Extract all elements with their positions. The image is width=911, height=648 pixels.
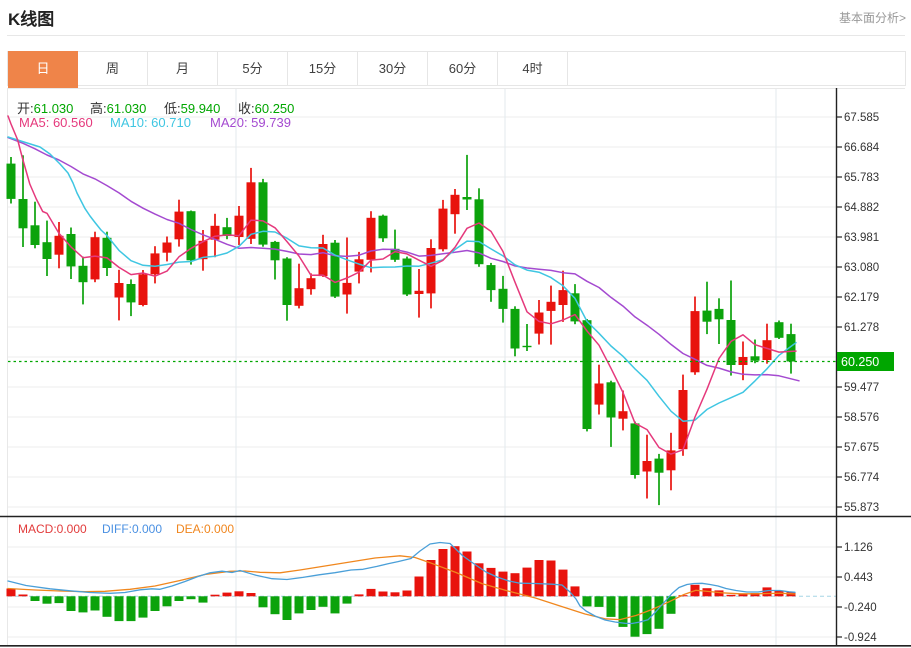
svg-text:61.278: 61.278 <box>844 322 879 334</box>
svg-text:1.126: 1.126 <box>844 542 873 554</box>
svg-text:-0.240: -0.240 <box>844 602 877 614</box>
svg-text:59.477: 59.477 <box>844 382 879 394</box>
svg-text:66.684: 66.684 <box>844 142 880 154</box>
svg-text:58.576: 58.576 <box>844 412 879 424</box>
svg-text:0.443: 0.443 <box>844 572 873 584</box>
svg-text:55.873: 55.873 <box>844 502 879 514</box>
svg-text:62.179: 62.179 <box>844 292 879 304</box>
svg-text:56.774: 56.774 <box>844 472 880 484</box>
svg-text:60.250: 60.250 <box>841 355 879 369</box>
svg-text:65.783: 65.783 <box>844 172 879 184</box>
svg-text:57.675: 57.675 <box>844 442 879 454</box>
svg-text:63.981: 63.981 <box>844 232 879 244</box>
svg-text:67.585: 67.585 <box>844 112 879 124</box>
svg-text:63.080: 63.080 <box>844 262 879 274</box>
svg-text:-0.924: -0.924 <box>844 632 877 644</box>
svg-text:64.882: 64.882 <box>844 202 879 214</box>
